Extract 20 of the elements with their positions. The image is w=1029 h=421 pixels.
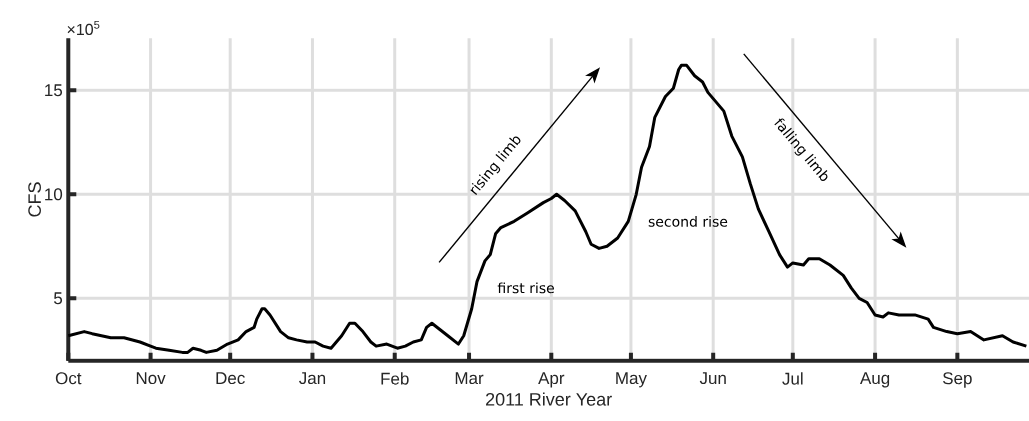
- x-tick-label: Jun: [699, 372, 726, 385]
- y-tick-label: 15: [45, 84, 63, 97]
- x-tick-label: Mar: [455, 372, 484, 385]
- x-tick-label: Jan: [299, 372, 326, 385]
- x-tick-label: Feb: [381, 372, 409, 385]
- x-tick-label: Sep: [943, 372, 972, 388]
- x-tick-label: Oct: [55, 372, 82, 385]
- y-tick-label: 10: [45, 188, 63, 201]
- annotation: second rise: [648, 216, 728, 227]
- x-tick-label: Nov: [136, 372, 166, 385]
- annotation: first rise: [497, 282, 555, 294]
- x-tick-label: Dec: [216, 372, 245, 385]
- y-axis-title: CFS: [28, 182, 41, 217]
- x-tick-label: May: [616, 372, 647, 388]
- x-axis-title: 2011 River Year: [486, 392, 612, 406]
- y-tick-label: 5: [53, 292, 63, 305]
- x-tick-label: Apr: [538, 372, 565, 388]
- x-tick-label: Jul: [782, 372, 803, 385]
- text: ×10$^{5}$: [67, 20, 100, 36]
- x-tick-label: Aug: [859, 372, 890, 388]
